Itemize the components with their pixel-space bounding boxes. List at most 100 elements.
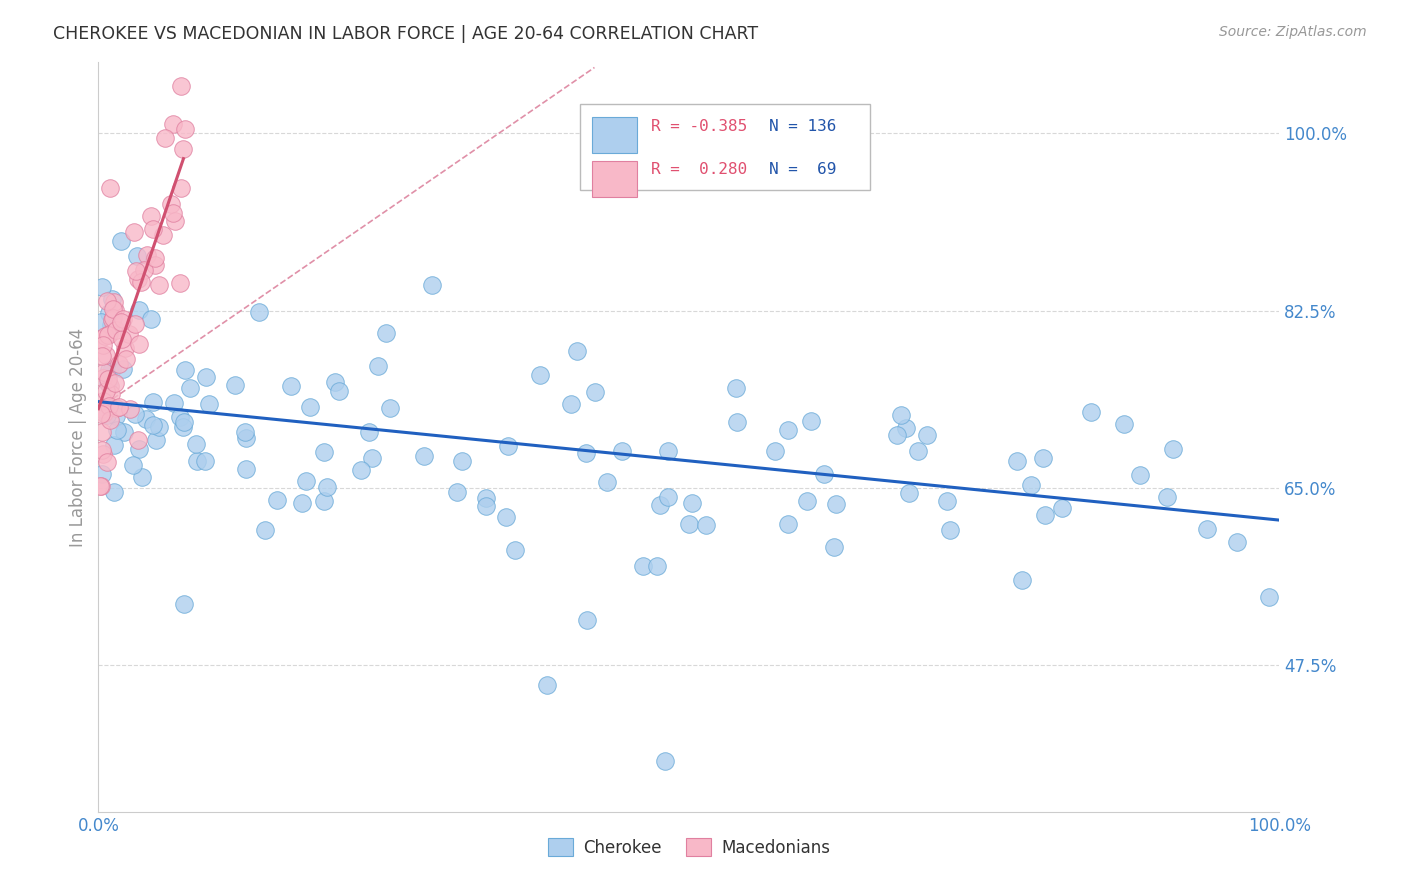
Point (145, 433, 167, 447)
Point (103, 311, 125, 326)
Point (173, 416, 195, 430)
Point (648, 498, 671, 512)
Point (152, 227, 174, 242)
Point (657, 490, 679, 504)
Point (266, 493, 288, 508)
Point (162, 117, 184, 131)
Point (935, 494, 957, 508)
Point (135, 411, 157, 425)
Point (110, 235, 132, 249)
Point (1114, 417, 1136, 431)
Point (124, 317, 146, 331)
Point (1033, 508, 1056, 523)
Point (96, 409, 118, 423)
Point (121, 458, 143, 472)
Point (100, 292, 122, 306)
Point (131, 470, 153, 484)
Point (886, 428, 908, 442)
Point (93, 406, 115, 420)
Point (247, 304, 270, 318)
Point (101, 301, 124, 316)
Bar (592, 161, 637, 196)
Point (420, 278, 443, 293)
Point (127, 272, 149, 286)
Point (160, 197, 183, 211)
Point (560, 397, 582, 411)
Point (224, 378, 246, 392)
Point (291, 496, 314, 510)
Point (170, 79, 193, 94)
Point (100, 318, 122, 332)
Point (169, 410, 191, 425)
Point (824, 498, 846, 512)
Point (173, 122, 195, 136)
Point (254, 524, 277, 538)
Point (98, 399, 121, 413)
Point (96, 293, 118, 308)
Point (91, 393, 114, 408)
Point (91, 371, 114, 385)
Bar (592, 117, 637, 153)
Point (596, 475, 619, 490)
Point (915, 427, 938, 442)
Point (778, 516, 800, 531)
Point (299, 400, 322, 414)
Point (1019, 478, 1042, 492)
Point (110, 315, 132, 329)
Point (186, 454, 208, 468)
Point (503, 542, 526, 557)
Point (91, 467, 114, 482)
Point (104, 302, 127, 317)
Point (898, 486, 921, 500)
Point (128, 442, 150, 457)
Point (142, 394, 165, 409)
Point (148, 277, 170, 292)
Point (1258, 590, 1281, 604)
Point (132, 263, 155, 277)
Point (172, 420, 194, 434)
Text: Source: ZipAtlas.com: Source: ZipAtlas.com (1219, 25, 1367, 39)
Point (907, 444, 929, 458)
Point (104, 323, 127, 337)
Text: N =  69: N = 69 (769, 162, 837, 178)
Point (139, 312, 162, 326)
Point (100, 386, 122, 401)
Point (91, 338, 114, 352)
Point (682, 496, 704, 510)
Point (169, 276, 191, 290)
Point (91, 447, 114, 461)
Point (97, 376, 120, 390)
Point (529, 368, 551, 383)
Point (163, 396, 186, 410)
Point (939, 523, 962, 537)
Point (1156, 490, 1178, 504)
Point (896, 421, 918, 435)
Point (823, 540, 845, 554)
Point (105, 423, 128, 437)
Point (89, 479, 111, 493)
Point (125, 249, 148, 263)
Point (813, 467, 835, 482)
Point (654, 754, 676, 768)
Point (143, 251, 166, 265)
Point (125, 264, 148, 278)
Point (1163, 442, 1185, 456)
Point (475, 491, 498, 505)
Point (350, 463, 373, 477)
Point (89, 332, 111, 346)
Point (575, 446, 598, 460)
Point (678, 517, 700, 532)
Point (107, 357, 129, 371)
Point (90, 442, 112, 457)
Point (193, 454, 215, 468)
Point (148, 420, 170, 434)
Point (103, 294, 125, 309)
Point (90, 407, 112, 421)
Point (763, 444, 786, 458)
Point (91, 425, 114, 440)
Point (94, 348, 117, 362)
Point (446, 484, 468, 499)
Point (112, 311, 135, 326)
Point (98, 327, 121, 342)
Point (104, 376, 127, 390)
